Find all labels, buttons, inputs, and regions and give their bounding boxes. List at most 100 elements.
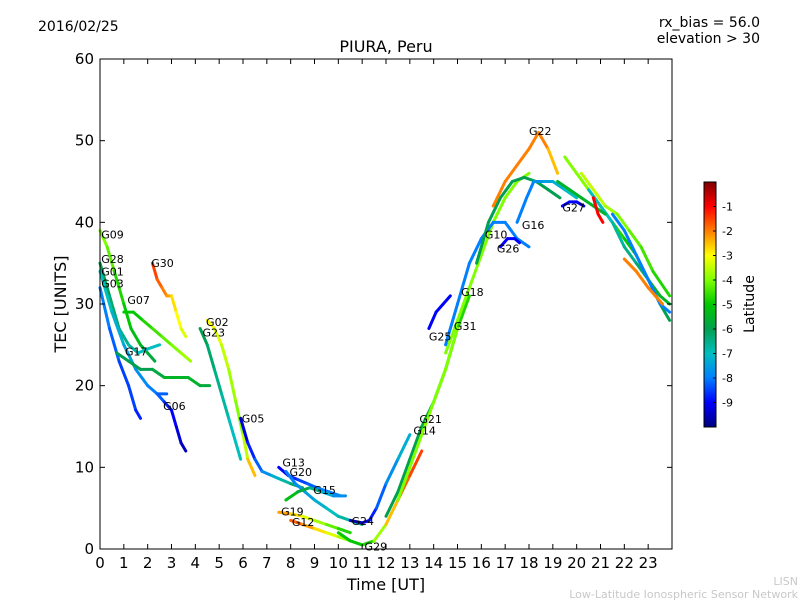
trace-segment [658, 294, 672, 306]
trace-segment [179, 327, 188, 339]
trace-segment [396, 465, 412, 502]
satellite-label-g26: G26 [497, 242, 520, 255]
trace-segment [456, 294, 471, 330]
trace-segment [563, 155, 579, 175]
trace-segment [179, 351, 193, 363]
trace-segment [551, 180, 567, 192]
y-axis-label: TEC [UNITS] [51, 256, 70, 354]
trace-segment [141, 318, 154, 330]
series-trace-29 [579, 171, 672, 298]
trace-segment [622, 229, 638, 257]
trace-segment [515, 237, 531, 249]
trace-segment [205, 318, 216, 330]
trace-segment [467, 237, 483, 265]
x-tick-label: 17 [496, 554, 515, 572]
trace-segment [127, 359, 143, 371]
trace-segment [513, 237, 521, 245]
trace-segment [336, 527, 352, 535]
trace-segment [324, 506, 340, 518]
colorbar-label: Latitude [742, 275, 758, 333]
trace-segment [510, 175, 526, 183]
satellite-label-g16: G16 [522, 219, 545, 232]
trace-segment [615, 212, 631, 232]
colorbar-tick-label: -1 [722, 201, 733, 214]
trace-segment [296, 478, 309, 486]
trace-segment [575, 171, 591, 192]
colorbar-tick-label: -3 [722, 250, 733, 263]
trace-segment [301, 523, 316, 531]
x-tick-label: 6 [238, 554, 248, 572]
trace-segment [305, 482, 319, 490]
trace-segment [296, 486, 312, 494]
x-tick-label: 16 [472, 554, 491, 572]
trace-segment [170, 343, 183, 355]
trace-segment [546, 188, 562, 200]
trace-segment [170, 294, 178, 314]
trace-segment [174, 310, 183, 330]
trace-segment [117, 327, 131, 347]
trace-segment [174, 425, 183, 445]
trace-segment [134, 367, 150, 388]
satellite-label-g21: G21 [419, 413, 442, 426]
series-G26 [498, 237, 521, 249]
x-tick-label: 23 [639, 554, 658, 572]
trace-segment [579, 196, 595, 208]
trace-segment [479, 220, 495, 257]
trace-segment [212, 327, 224, 347]
trace-segment [127, 343, 140, 355]
trace-segment [498, 180, 514, 200]
satellite-label-g30: G30 [151, 257, 174, 270]
trace-segment [348, 518, 364, 525]
colorbar-tick-label: -8 [722, 372, 733, 385]
series-trace-34 [591, 196, 605, 224]
trace-segment [129, 327, 143, 347]
satellite-label-g18: G18 [461, 286, 484, 299]
trace-segment [122, 302, 133, 330]
x-tick-label: 10 [329, 554, 348, 572]
trace-segment [348, 539, 364, 547]
trace-segment [234, 441, 243, 461]
satellite-label-g07: G07 [127, 294, 150, 307]
satellite-label-g20: G20 [289, 466, 312, 479]
trace-segment [239, 416, 250, 445]
trace-segment [610, 220, 626, 249]
trace-segment [313, 518, 328, 526]
satellite-label-g02: G02 [206, 316, 229, 329]
trace-segment [277, 510, 293, 516]
trace-segment [313, 498, 328, 510]
trace-segment [146, 351, 157, 363]
trace-segment [563, 188, 579, 200]
x-tick-label: 19 [543, 554, 562, 572]
trace-segment [98, 269, 114, 314]
trace-segment [591, 196, 600, 216]
trace-segment [434, 302, 445, 314]
trace-segment [301, 514, 316, 522]
x-tick-label: 1 [119, 554, 129, 572]
trace-segment [227, 416, 238, 445]
series-G17 [115, 351, 212, 388]
footer-lisn: LISN [773, 575, 798, 588]
trace-segment [160, 286, 169, 298]
satellite-label-g25: G25 [429, 331, 452, 344]
series-G02 [205, 318, 257, 477]
satellite-label-g29: G29 [365, 541, 388, 554]
trace-segment [160, 335, 173, 347]
trace-segment [622, 257, 638, 273]
trace-segment [441, 294, 452, 306]
trace-segment [546, 147, 560, 175]
x-tick-label: 12 [376, 554, 395, 572]
chart-title: PIURA, Peru [339, 37, 432, 56]
trace-segment [186, 376, 202, 388]
trace-segment [396, 457, 412, 494]
trace-segment [475, 220, 490, 265]
trace-segment [179, 441, 188, 453]
plot-frame [99, 58, 673, 550]
trace-segment [639, 245, 655, 273]
x-tick-label: 0 [95, 554, 105, 572]
x-tick-label: 5 [214, 554, 224, 572]
satellite-label-g01: G01 [101, 265, 124, 278]
satellite-label-g05: G05 [242, 412, 265, 425]
trace-segment [367, 506, 378, 522]
trace-segment [131, 310, 145, 322]
